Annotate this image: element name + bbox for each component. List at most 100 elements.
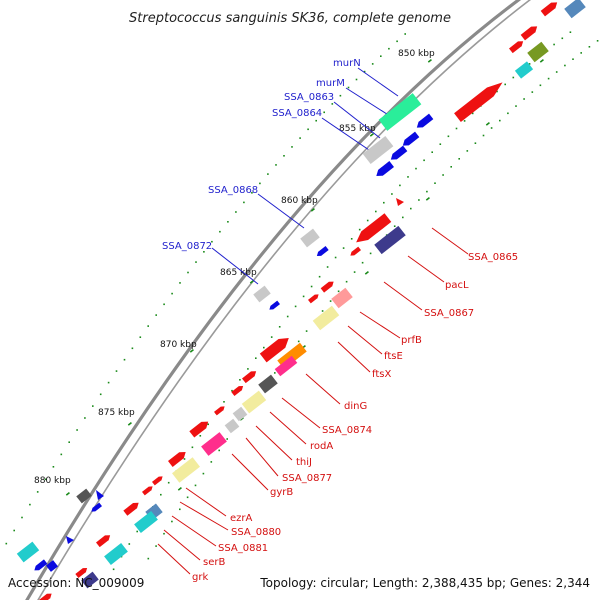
gene-label-murM[interactable]: murM (316, 78, 345, 89)
gene-label-prfB[interactable]: prfB (401, 335, 422, 346)
labels-lower: SSA_0865 pacL SSA_0867 prfB ftsE ftsX di… (192, 252, 518, 583)
gene-arrow[interactable] (509, 38, 525, 54)
scale-dot (371, 63, 374, 65)
scale-dot (326, 266, 329, 268)
gene-label-ezrA[interactable]: ezrA (230, 513, 253, 524)
scale-dot (243, 201, 245, 204)
gene-label-SSA_0867[interactable]: SSA_0867 (424, 308, 474, 319)
gene-label-murN[interactable]: murN (333, 58, 361, 69)
scale-dot (115, 370, 118, 372)
gene-arrow[interactable] (454, 78, 506, 122)
scale-dot (186, 496, 189, 499)
gene-label-grk[interactable]: grk (192, 572, 208, 583)
feature-box[interactable] (378, 93, 422, 131)
gene-arrow[interactable] (268, 300, 280, 312)
feature-box[interactable] (201, 432, 227, 456)
gene-label-SSA_0872[interactable]: SSA_0872 (162, 241, 212, 252)
scale-dot (410, 207, 412, 210)
gene-label-SSA_0877[interactable]: SSA_0877 (282, 473, 332, 484)
scale-dot (539, 84, 542, 87)
scale-870: 870 kbp (160, 340, 197, 350)
scale-dot (210, 461, 213, 463)
gene-arrow[interactable] (320, 279, 336, 293)
scale-dot (423, 159, 425, 162)
gene-arrow[interactable] (388, 145, 408, 163)
scale-dot (291, 146, 293, 148)
scale-dot (355, 78, 358, 81)
scale-865: 865 kbp (220, 268, 257, 278)
scale-dot (353, 271, 356, 273)
scale-dot (191, 446, 194, 449)
gene-label-SSA_0868[interactable]: SSA_0868 (208, 185, 258, 196)
gene-arrow[interactable] (520, 23, 540, 41)
gene-arrow[interactable] (400, 131, 420, 149)
feature-box[interactable] (312, 305, 340, 331)
gene-arrow[interactable] (374, 161, 394, 179)
scale-dot (415, 167, 417, 170)
feature-box[interactable] (16, 541, 40, 563)
scale-dot (471, 112, 474, 115)
gene-arrow[interactable] (414, 113, 434, 131)
scale-dot (294, 305, 297, 308)
gene-label-SSA_0881[interactable]: SSA_0881 (218, 543, 268, 554)
feature-box[interactable] (300, 228, 320, 248)
gene-arrow[interactable] (96, 532, 112, 548)
gene-label-rodA[interactable]: rodA (310, 441, 333, 452)
gene-label-thiJ[interactable]: thiJ (296, 457, 312, 468)
scale-dot (147, 325, 149, 327)
scale-dot (334, 256, 337, 259)
scale-dot (388, 47, 390, 50)
scale-dot (219, 230, 221, 233)
gene-label-SSA_0864[interactable]: SSA_0864 (272, 108, 322, 119)
gene-arrow[interactable] (308, 292, 320, 304)
gene-arrow[interactable] (231, 384, 245, 396)
scale-dot (211, 240, 213, 243)
gene-label-SSA_0880[interactable]: SSA_0880 (231, 527, 281, 538)
gene-label-serB[interactable]: serB (203, 557, 225, 568)
gene-arrow[interactable] (189, 418, 211, 438)
gene-label-ftsX[interactable]: ftsX (372, 369, 391, 380)
gene-arrow[interactable] (152, 474, 164, 486)
scale-dot (569, 31, 572, 33)
feature-box[interactable] (241, 390, 267, 414)
gene-arrow[interactable] (123, 500, 141, 516)
gene-label-SSA_0865[interactable]: SSA_0865 (468, 252, 518, 263)
gene-label-SSA_0874[interactable]: SSA_0874 (322, 425, 372, 436)
scale-dot (128, 543, 131, 545)
feature-box[interactable] (564, 0, 586, 19)
gene-arrow[interactable] (349, 246, 361, 258)
scale-dot (223, 401, 225, 403)
feature-box[interactable] (253, 285, 271, 303)
feature-box[interactable] (258, 374, 278, 394)
scale-dot (588, 46, 591, 48)
feature-box[interactable] (76, 488, 92, 504)
feature-box[interactable] (232, 406, 248, 422)
gene-label-ftsE[interactable]: ftsE (384, 351, 403, 362)
gene-label-dinG[interactable]: dinG (344, 401, 367, 412)
scale-dot (218, 449, 220, 452)
gene-arrow[interactable] (315, 246, 329, 258)
gene-arrow[interactable] (142, 484, 154, 496)
scale-dot (580, 52, 582, 54)
gene-label-SSA_0863[interactable]: SSA_0863 (284, 92, 334, 103)
gene-arrow[interactable] (242, 368, 258, 384)
gene-arrow[interactable] (214, 404, 226, 416)
feature-box[interactable] (104, 543, 128, 565)
scale-dot (163, 303, 165, 306)
gene-label-gyrB[interactable]: gyrB (270, 487, 293, 498)
leaders-upper (211, 67, 399, 285)
scale-dot (187, 271, 189, 274)
scale-dot (458, 158, 460, 160)
scale-dot (302, 295, 305, 298)
feature-box[interactable] (224, 418, 240, 434)
feature-box[interactable] (331, 287, 353, 309)
feature-box[interactable] (527, 41, 549, 63)
gene-arrow[interactable] (540, 0, 560, 17)
scale-dot (391, 193, 393, 195)
scale-dot (450, 166, 452, 168)
scale-dot (199, 435, 202, 437)
feature-box[interactable] (362, 136, 394, 164)
gene-label-pacL[interactable]: pacL (445, 280, 469, 291)
scale-dot (339, 94, 342, 97)
scale-dot (383, 201, 385, 204)
